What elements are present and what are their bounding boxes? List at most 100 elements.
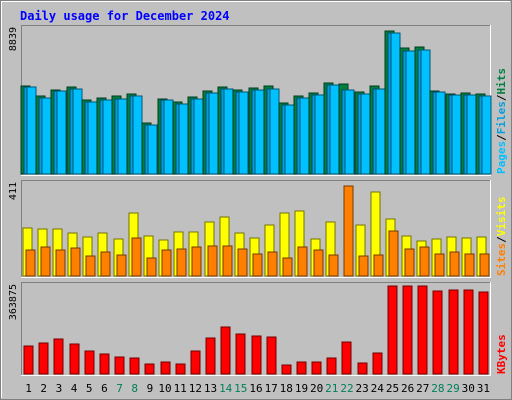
day-label-13: 13: [204, 382, 217, 395]
panel-legend: KBytes: [495, 334, 508, 374]
bar-sites-day-5: [85, 255, 96, 277]
bar-pages-day-29: [451, 94, 462, 175]
bar-pages-day-18: [284, 104, 295, 175]
bar-pages-day-30: [466, 94, 477, 175]
bar-sites-day-7: [116, 254, 127, 277]
bar-pages-day-1: [26, 86, 37, 175]
bar-pages-day-6: [102, 99, 113, 175]
day-label-14: 14: [219, 382, 233, 395]
bar-sites-day-28: [434, 253, 445, 277]
legend-hits: Hits: [495, 68, 508, 95]
bar-pages-day-9: [147, 124, 158, 175]
bar-pages-day-8: [132, 95, 143, 175]
day-label-17: 17: [265, 382, 278, 395]
legend-visits: Visits: [495, 197, 508, 237]
bar-kbytes-day-31: [478, 291, 489, 375]
bar-pages-day-24: [375, 88, 386, 175]
day-label-24: 24: [371, 382, 385, 395]
bar-sites-day-10: [161, 249, 172, 277]
day-label-3: 3: [56, 382, 63, 395]
panel-legend: Pages/Files/Hits: [495, 68, 508, 174]
bar-kbytes-day-29: [448, 289, 459, 375]
day-label-22: 22: [340, 382, 353, 395]
day-labels: 1 2 3 4 5 6 7 8 9 10 11 12 13 14 15 16 17 18 19 20 21 22 23 24 2…: [25, 382, 490, 395]
bar-sites-day-17: [267, 251, 278, 277]
panels: 8839Pages/Files/Hits411Sites/Visits36387…: [8, 25, 508, 376]
bar-sites-day-2: [40, 246, 51, 277]
bar-sites-day-1: [25, 249, 36, 277]
day-label-25: 25: [386, 382, 399, 395]
bar-kbytes-day-19: [296, 361, 307, 375]
bar-sites-day-31: [479, 253, 490, 277]
bar-pages-day-15: [238, 91, 249, 175]
day-label-19: 19: [295, 382, 308, 395]
bar-sites-day-30: [464, 253, 475, 277]
day-label-6: 6: [101, 382, 108, 395]
bar-pages-day-20: [314, 94, 325, 175]
panel-kbytes: 363875 KBytes: [8, 282, 508, 376]
bar-kbytes-day-20: [311, 361, 322, 375]
day-label-21: 21: [325, 382, 338, 395]
bar-sites-day-21: [328, 254, 339, 277]
bar-kbytes-day-15: [235, 333, 246, 375]
bar-kbytes-day-26: [402, 285, 413, 375]
day-label-5: 5: [86, 382, 93, 395]
day-label-27: 27: [416, 382, 429, 395]
bar-sites-day-26: [404, 248, 415, 277]
panel-legend: Sites/Visits: [495, 197, 508, 277]
bar-kbytes-day-2: [38, 342, 49, 375]
bar-sites-day-18: [282, 257, 293, 277]
bar-sites-day-9: [146, 257, 157, 277]
bar-pages-day-23: [360, 93, 371, 175]
legend-kbytes: KBytes: [495, 334, 508, 374]
bar-kbytes-day-22: [341, 341, 352, 375]
bar-sites-day-25: [388, 230, 399, 277]
day-label-30: 30: [462, 382, 475, 395]
bar-kbytes-day-25: [387, 285, 398, 375]
bar-pages-day-16: [254, 89, 265, 175]
bar-kbytes-day-13: [205, 337, 216, 375]
bar-pages-day-25: [390, 32, 401, 175]
bar-sites-day-8: [131, 237, 142, 277]
bar-sites-day-15: [237, 248, 248, 277]
bar-pages-day-2: [41, 97, 52, 175]
bar-sites-day-20: [313, 249, 324, 277]
bar-sites-day-13: [207, 245, 218, 277]
bar-kbytes-day-14: [220, 326, 231, 375]
bar-kbytes-day-18: [281, 364, 292, 375]
bar-kbytes-day-8: [129, 357, 140, 375]
bar-kbytes-day-7: [114, 356, 125, 375]
day-label-9: 9: [147, 382, 154, 395]
legend-separator: /: [495, 94, 508, 101]
bar-sites-day-6: [100, 251, 111, 277]
bar-pages-day-7: [117, 98, 128, 175]
panel-visits-sites: 411 Sites/Visits: [8, 180, 508, 278]
bar-sites-day-16: [252, 253, 263, 277]
bar-sites-day-23: [358, 255, 369, 277]
bar-pages-day-22: [344, 89, 355, 175]
bar-pages-day-26: [405, 50, 416, 175]
day-label-28: 28: [431, 382, 444, 395]
bar-kbytes-day-11: [175, 363, 186, 375]
bar-kbytes-day-28: [432, 290, 443, 375]
bar-pages-day-17: [269, 88, 280, 175]
bar-pages-day-14: [223, 88, 234, 175]
bar-sites-day-12: [191, 246, 202, 277]
bar-kbytes-day-27: [417, 285, 428, 375]
day-label-26: 26: [401, 382, 414, 395]
bar-kbytes-day-5: [84, 350, 95, 375]
bar-kbytes-day-30: [463, 289, 474, 375]
day-label-18: 18: [280, 382, 293, 395]
day-label-4: 4: [71, 382, 78, 395]
bar-pages-day-4: [72, 88, 83, 175]
bar-pages-day-12: [193, 98, 204, 175]
legend-sites: Sites: [495, 243, 508, 276]
bar-pages-day-5: [87, 101, 98, 175]
bar-kbytes-day-10: [160, 361, 171, 375]
bar-pages-day-10: [163, 99, 174, 175]
day-label-7: 7: [116, 382, 123, 395]
bar-kbytes-day-16: [251, 335, 262, 375]
legend-pages: Pages: [495, 141, 508, 174]
day-label-2: 2: [40, 382, 47, 395]
